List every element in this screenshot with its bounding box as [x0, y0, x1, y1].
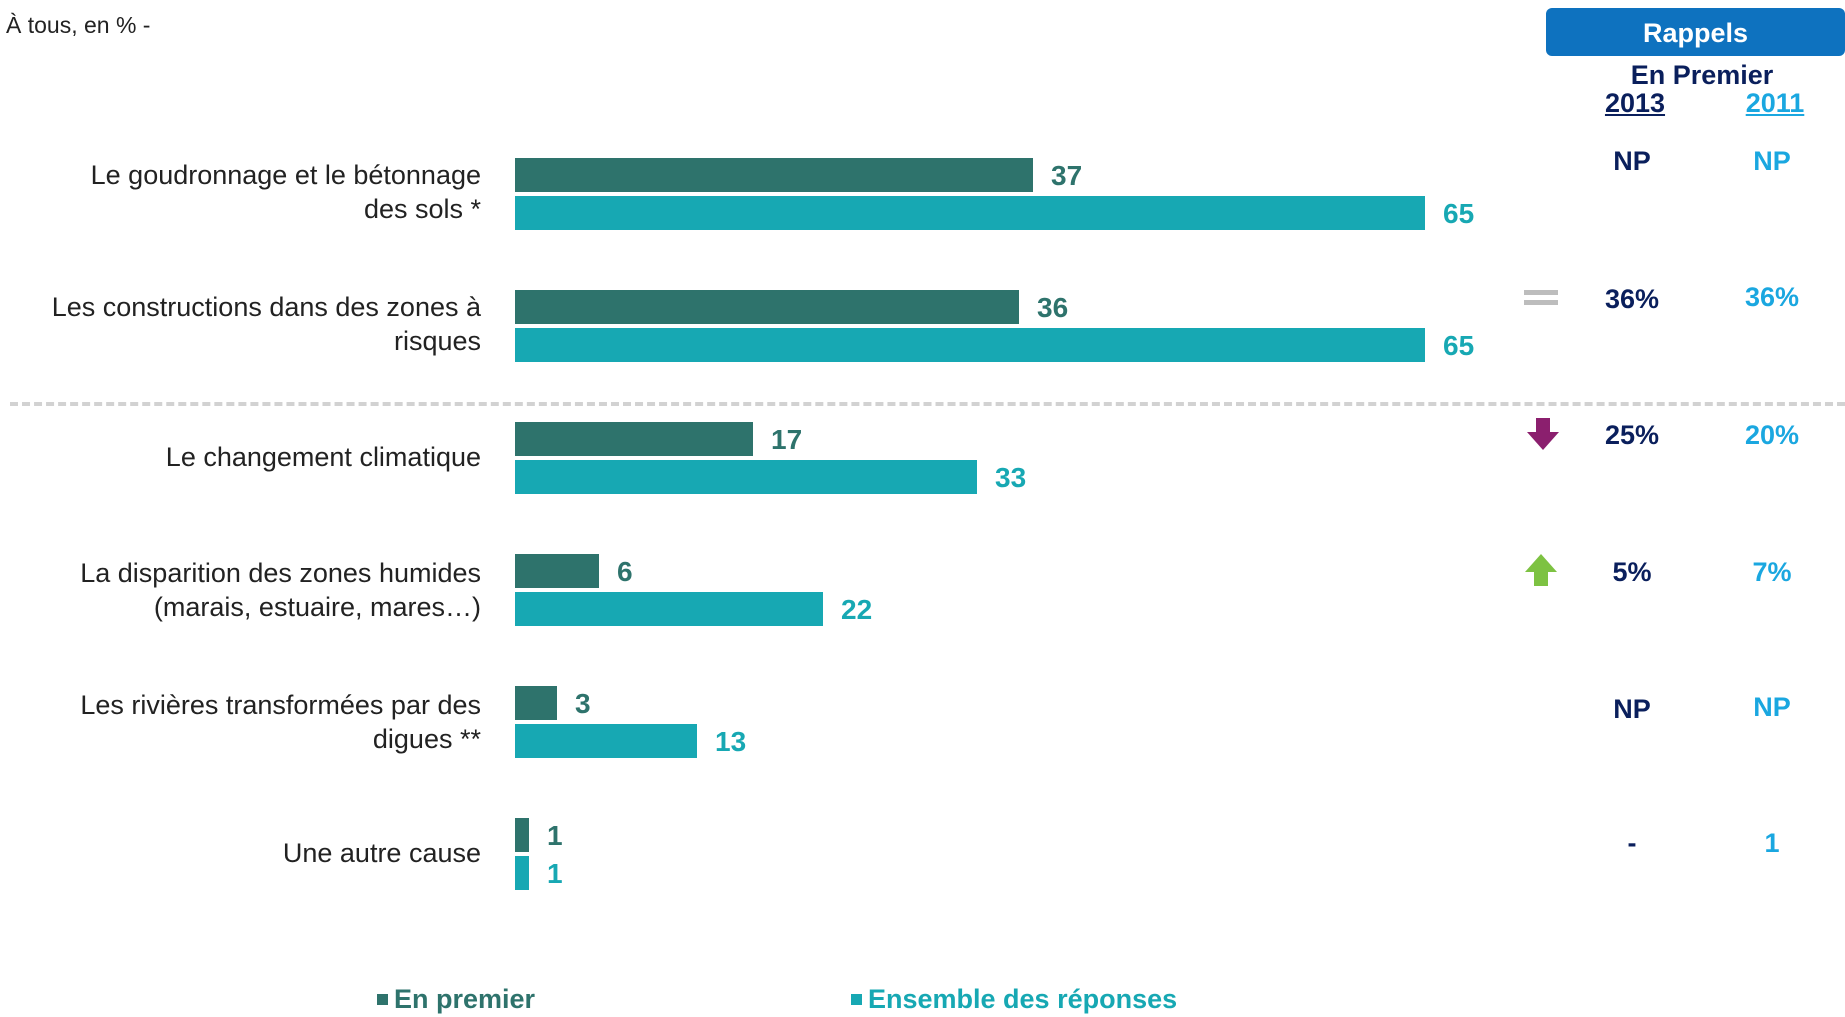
- data-label: 6: [617, 556, 633, 587]
- en-premier-header: En Premier: [1630, 60, 1774, 90]
- year-2013-header: 2013: [1604, 88, 1666, 118]
- bar-en-premier: [515, 686, 557, 720]
- data-label: 33: [995, 462, 1026, 493]
- recall-2011-value: 20%: [1744, 420, 1800, 450]
- bar-en-premier: [515, 290, 1019, 324]
- recall-2011-value: NP: [1753, 692, 1791, 722]
- recall-2011-value: NP: [1753, 146, 1791, 176]
- recall-2013-value: -: [1627, 828, 1637, 858]
- arrow-down-icon: [1527, 418, 1559, 450]
- data-label: 17: [771, 424, 802, 455]
- data-label: 65: [1443, 330, 1474, 361]
- recall-2011-value: 7%: [1752, 557, 1792, 587]
- recall-2013-value: 25%: [1604, 420, 1660, 450]
- recall-2013-value: NP: [1613, 694, 1651, 724]
- category-label: Une autre cause: [282, 838, 481, 868]
- recall-2013-value: 36%: [1604, 284, 1660, 314]
- legend-swatch-total: [851, 994, 862, 1005]
- bar-en-premier: [515, 422, 753, 456]
- bar-ensemble: [515, 328, 1425, 362]
- data-label: 1: [547, 820, 563, 851]
- recall-2013-value: NP: [1613, 146, 1651, 176]
- bar-en-premier: [515, 818, 529, 852]
- category-label: La disparition des zones humides (marais,…: [80, 558, 481, 622]
- bar-ensemble: [515, 460, 977, 494]
- category-label: Le goudronnage et le bétonnage des sols *: [90, 160, 481, 224]
- arrow-up-icon: [1525, 554, 1557, 586]
- legend-label-first: En premier: [394, 984, 536, 1014]
- data-label: 36: [1037, 292, 1068, 323]
- category-label: Le changement climatique: [165, 442, 481, 472]
- equal-icon: [1524, 290, 1558, 305]
- data-label: 65: [1443, 198, 1474, 229]
- bar-ensemble: [515, 196, 1425, 230]
- recall-2013-value: 5%: [1612, 557, 1652, 587]
- data-label: 37: [1051, 160, 1082, 191]
- category-label: Les rivières transformées par des digues …: [80, 690, 481, 754]
- legend-swatch-first: [377, 994, 388, 1005]
- bar-ensemble: [515, 856, 529, 890]
- legend-item-first: En premier: [377, 984, 535, 1015]
- legend-item-total: Ensemble des réponses: [851, 984, 1177, 1015]
- bar-ensemble: [515, 592, 823, 626]
- data-label: 22: [841, 594, 872, 625]
- bar-en-premier: [515, 158, 1033, 192]
- bar-ensemble: [515, 724, 697, 758]
- data-label: 1: [547, 858, 563, 889]
- section-divider: [10, 402, 1845, 406]
- year-2011-header: 2011: [1745, 88, 1805, 118]
- recall-2011-value: 1: [1764, 828, 1780, 858]
- rappels-header: Rappels: [1546, 8, 1845, 56]
- data-label: 3: [575, 688, 591, 719]
- data-label: 13: [715, 726, 746, 757]
- legend-label-total: Ensemble des réponses: [868, 984, 1178, 1014]
- recall-2011-value: 36%: [1744, 282, 1800, 312]
- category-label: Les constructions dans des zones à risque…: [51, 292, 481, 356]
- bar-en-premier: [515, 554, 599, 588]
- chart-subtitle: À tous, en % -: [6, 12, 151, 38]
